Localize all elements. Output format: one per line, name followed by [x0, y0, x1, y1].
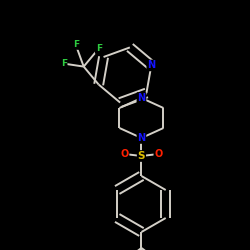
Text: F: F: [96, 44, 102, 53]
Text: O: O: [120, 149, 128, 159]
Text: O: O: [154, 149, 162, 159]
Text: N: N: [147, 60, 155, 70]
Text: N: N: [138, 133, 145, 143]
Text: S: S: [138, 151, 145, 161]
Text: F: F: [61, 59, 67, 68]
Text: F: F: [73, 40, 79, 49]
Text: N: N: [138, 93, 145, 103]
